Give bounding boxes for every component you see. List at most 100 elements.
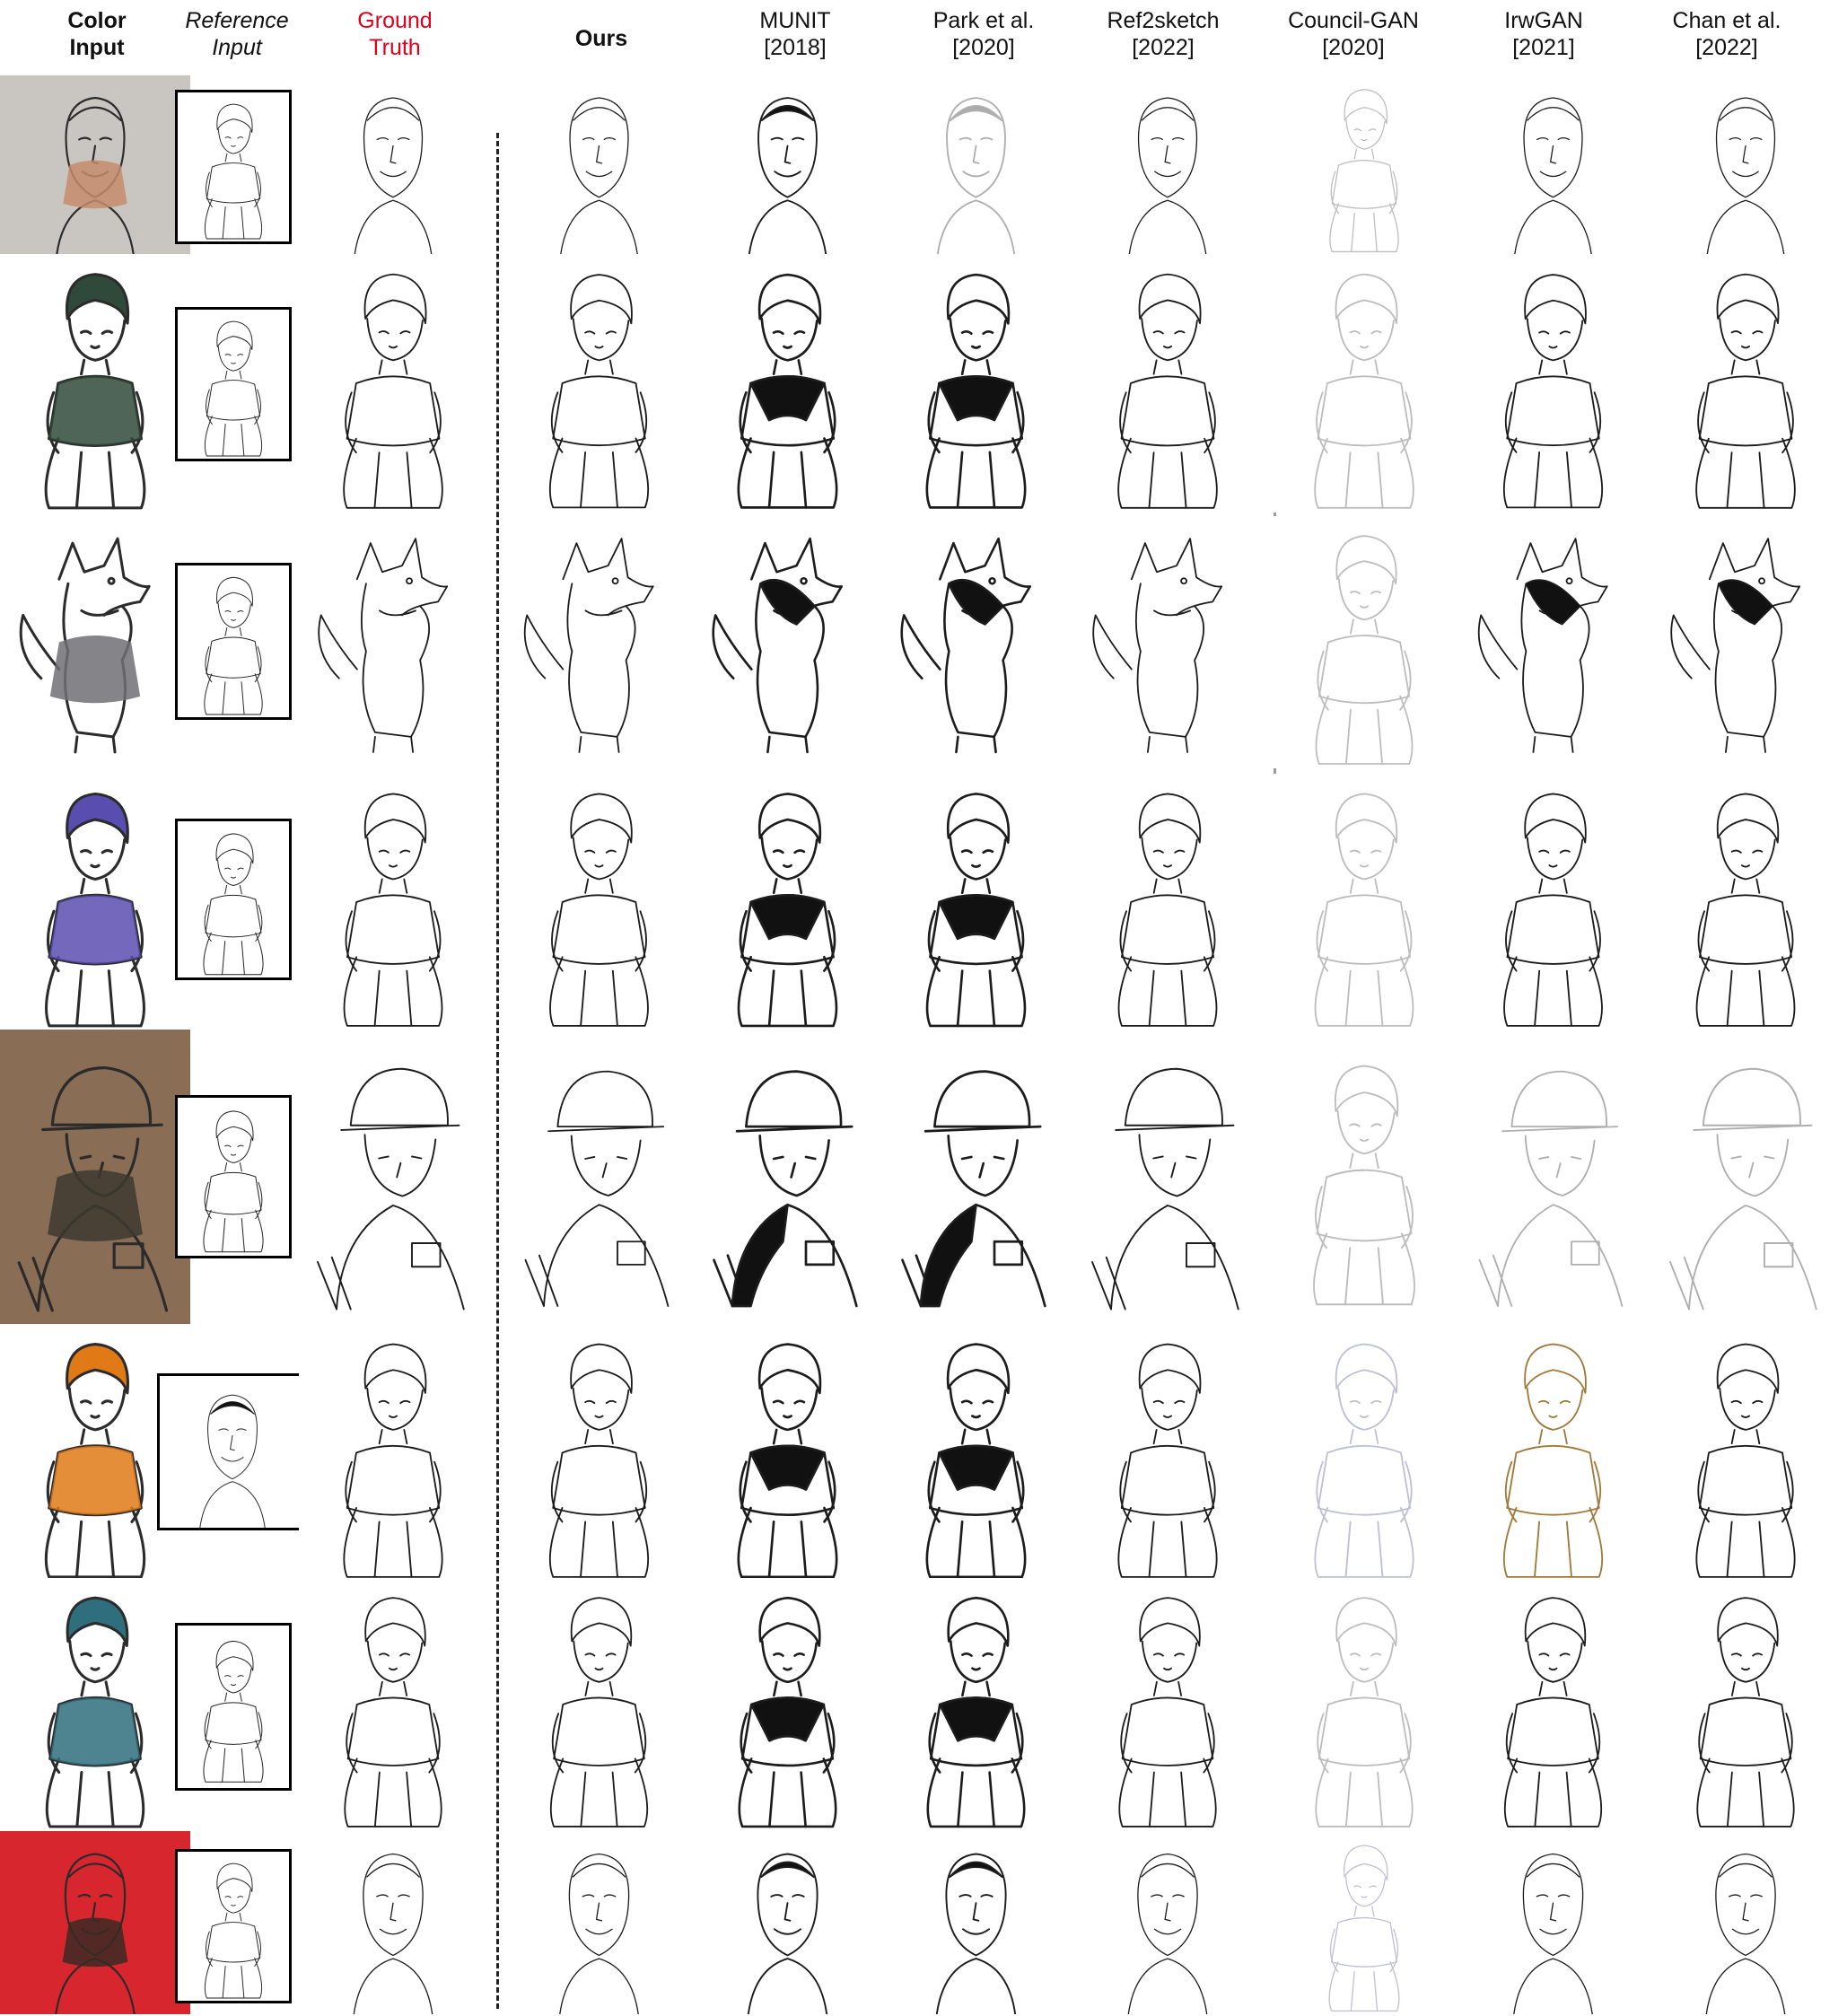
ground-truth-image [299,1324,487,1582]
header-reference-input-line: Reference [185,8,289,33]
color-input-image [0,1578,190,1831]
ref2sketch-image [1073,1324,1262,1582]
irwgan-image [1461,75,1645,255]
header-ground-truth: Ground Truth [296,7,494,61]
color-input-image [0,254,190,513]
ref2sketch-image [1073,774,1262,1030]
munit-image [696,516,880,768]
header-irwgan: IrwGAN [2021] [1445,7,1642,61]
council-gan-image [1270,75,1458,255]
reference-input-image [175,819,292,980]
header-munit: MUNIT [2018] [696,7,894,61]
reference-input-image [175,90,292,244]
ours-image [507,75,691,255]
council-gan-image [1270,1578,1458,1831]
irwgan-image [1461,1030,1645,1325]
header-irwgan-line: IrwGAN [1504,8,1583,33]
munit-image [696,254,880,513]
chan-et-al-image [1651,516,1840,768]
ours-image [507,774,691,1030]
header-ours: Ours [503,25,700,52]
header-park-et-al-line: Park et al. [932,8,1035,33]
council-gan-image [1270,516,1458,768]
reference-input-image [175,1623,292,1791]
header-irwgan-line: [2021] [1512,35,1575,60]
council-gan-image [1270,1831,1458,2014]
header-chan-et-al-line: Chan et al. [1672,8,1781,33]
ref2sketch-image [1073,254,1262,513]
ref2sketch-image [1073,1030,1262,1325]
irwgan-image [1461,1831,1645,2014]
irwgan-image [1461,1578,1645,1831]
chan-et-al-image [1651,75,1840,255]
council-gan-image [1270,254,1458,513]
chan-et-al-image [1651,1831,1840,2014]
header-council-gan-line: Council-GAN [1288,8,1419,33]
color-input-image [0,75,190,255]
park-et-al-image [884,75,1068,255]
park-et-al-image [884,254,1068,513]
header-chan-et-al-line: [2022] [1695,35,1758,60]
reference-input-image [157,1373,308,1530]
park-et-al-image [884,1030,1068,1325]
color-input-image [0,1831,190,2014]
dashed-divider [496,133,499,2009]
chan-et-al-image [1651,1030,1840,1325]
munit-image [696,1030,880,1325]
header-color-input-line: Color [67,8,127,33]
park-et-al-image [884,516,1068,768]
header-munit-line: MUNIT [759,8,831,33]
ref2sketch-image [1073,1831,1262,2014]
ours-image [507,516,691,768]
park-et-al-image [884,774,1068,1030]
header-ground-truth-line: Ground [357,8,433,33]
header-munit-line: [2018] [764,35,827,60]
ground-truth-image [299,516,487,768]
ground-truth-image [299,1030,487,1325]
chan-et-al-image [1651,1578,1840,1831]
reference-input-image [175,307,292,461]
ours-image [507,1030,691,1325]
header-reference-input-line: Input [212,35,262,60]
irwgan-image [1461,516,1645,768]
munit-image [696,1324,880,1582]
park-et-al-image [884,1831,1068,2014]
color-input-image [0,774,190,1030]
header-ref2sketch-line: [2022] [1132,35,1195,60]
munit-image [696,1578,880,1831]
header-park-et-al: Park et al. [2020] [885,7,1082,61]
header-ours-line: Ours [574,26,628,51]
ground-truth-image [299,75,487,255]
color-input-image [0,516,190,768]
header-chan-et-al: Chan et al. [2022] [1628,7,1825,61]
council-gan-image [1270,1030,1458,1325]
header-ref2sketch-line: Ref2sketch [1107,8,1220,33]
irwgan-image [1461,254,1645,513]
chan-et-al-image [1651,774,1840,1030]
ground-truth-image [299,254,487,513]
ours-image [507,1578,691,1831]
munit-image [696,774,880,1030]
header-color-input-line: Input [69,35,125,60]
ground-truth-image [299,774,487,1030]
color-input-image [0,1030,190,1325]
council-gan-image [1270,1324,1458,1582]
chan-et-al-image [1651,1324,1840,1582]
header-council-gan-line: [2020] [1322,35,1385,60]
header-color-input: Color Input [0,7,196,61]
ours-image [507,1831,691,2014]
ground-truth-image [299,1831,487,2014]
council-gan-image [1270,774,1458,1030]
park-et-al-image [884,1578,1068,1831]
irwgan-image [1461,1324,1645,1582]
header-ref2sketch: Ref2sketch [2022] [1064,7,1262,61]
header-council-gan: Council-GAN [2020] [1255,7,1452,61]
reference-input-image [175,563,292,720]
munit-image [696,75,880,255]
ground-truth-image [299,1578,487,1831]
header-park-et-al-line: [2020] [952,35,1015,60]
chan-et-al-image [1651,254,1840,513]
header-reference-input: Reference Input [138,7,336,61]
reference-input-image [175,1849,292,2003]
ours-image [507,1324,691,1582]
